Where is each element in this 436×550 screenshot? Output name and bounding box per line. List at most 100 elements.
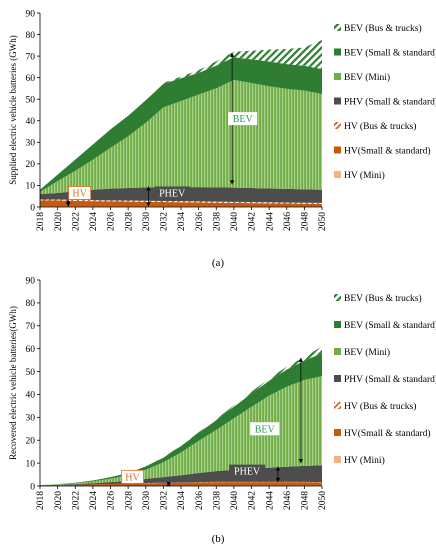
x-tick-label: 2034 [177,212,187,231]
legend-label-phv-small-standard: PHV (Small & standard) [344,97,436,108]
x-tick-label: 2032 [160,491,170,510]
x-tick-label: 2026 [107,212,117,231]
legend-label-bev-mini: BEV (Mini) [344,347,390,358]
x-tick-label: 2020 [54,491,64,510]
callout-label-bev: BEV [233,114,254,125]
x-tick-label: 2036 [195,491,205,510]
arrow-head-down [166,482,171,486]
x-tick-label: 2040 [230,491,240,510]
y-axis-title: Recovered electric vehicle batteries(GWh… [8,306,18,460]
y-axis-title: Supplied electric vehicle batteries (GWh… [8,35,18,184]
x-tick-label: 2036 [195,212,205,231]
y-tick-label: 70 [26,322,36,332]
y-tick-label: 40 [26,117,36,127]
legend-swatch-phv-small-standard [334,97,341,105]
legend-swatch-bev-bus-trucks [334,294,341,301]
y-tick-label: 60 [26,345,36,355]
x-tick-label: 2042 [248,491,258,510]
arrow-head-down [275,477,281,482]
legend-swatch-bev-small-standard [334,48,341,56]
x-tick-label: 2048 [301,491,311,510]
x-tick-label: 2046 [283,212,293,231]
y-tick-label: 20 [26,160,36,170]
callout-box-bev [250,422,280,436]
legend-swatch-bev-bus-trucks [334,24,341,31]
legend-label-hv-mini: HV (Mini) [344,455,385,466]
area-bev-mini [40,376,322,486]
x-tick-label: 2018 [36,491,46,510]
y-tick-label: 50 [26,368,36,378]
x-tick-label: 2048 [301,212,311,231]
x-tick-label: 2044 [265,212,275,231]
callout-box-phev [229,464,266,478]
legend-swatch-hv-small-standard [334,429,341,436]
arrow-head-down [146,202,151,207]
legend-swatch-hv-mini [334,171,341,178]
y-tick-label: 90 [26,9,36,19]
y-tick-label: 10 [26,182,36,192]
legend-label-hv-small-standard: HV(Small & standard) [344,146,431,157]
area-bev-small-standard [40,57,322,192]
x-tick-label: 2030 [142,212,152,231]
legend-swatch-phv-small-standard [334,375,341,382]
x-tick-label: 2018 [36,212,46,231]
x-tick-label: 2034 [177,491,187,510]
x-tick-label: 2022 [71,212,81,231]
arrow-head-up [146,186,151,191]
x-tick-label: 2042 [248,212,258,231]
x-tick-label: 2038 [212,491,222,510]
caption-a: (a) [212,257,225,269]
legend-label-bev-small-standard: BEV (Small & standard) [344,320,436,331]
x-tick-label: 2050 [318,212,328,231]
arrow-head-up [298,357,304,362]
x-tick-label: 2028 [124,212,134,231]
y-tick-label: 60 [26,74,36,84]
y-tick-label: 50 [26,96,36,106]
legend-swatch-hv-mini [334,456,341,463]
legend-label-bev-mini: BEV (Mini) [344,72,390,83]
legend-swatch-hv-small-standard [334,146,341,154]
area-bev-mini [40,79,322,195]
legend-label-bev-small-standard: BEV (Small & standard) [344,48,436,59]
x-tick-label: 2040 [230,212,240,231]
x-tick-label: 2024 [89,491,99,510]
legend-label-bev-bus-trucks: BEV (Bus & trucks) [344,293,422,304]
legend-swatch-bev-mini [334,73,341,80]
arrow-head-down [298,459,304,464]
callout-label-phev: PHEV [234,467,261,478]
y-tick-label: 80 [26,31,36,41]
y-tick-label: 70 [26,52,36,62]
arrow-head-up [275,466,281,471]
x-tick-label: 2022 [71,491,81,510]
x-tick-label: 2024 [89,212,99,231]
area-hv-small-standard [40,200,322,207]
legend-label-hv-mini: HV (Mini) [344,170,385,181]
y-tick-label: 0 [30,203,35,213]
caption-b: (b) [212,533,225,545]
legend-swatch-bev-small-standard [334,321,341,328]
y-tick-label: 90 [26,276,36,286]
x-tick-label: 2028 [124,491,134,510]
y-tick-label: 20 [26,437,36,447]
callout-box-hv [68,186,92,200]
legend-swatch-hv-bus-trucks [334,122,341,129]
callout-box-bev [228,112,258,126]
legend-label-bev-bus-trucks: BEV (Bus & trucks) [344,23,422,34]
x-tick-label: 2044 [265,491,275,510]
callout-label-phev: PHEV [159,189,186,200]
x-tick-label: 2030 [142,491,152,510]
arrow-head-down [229,180,235,185]
callout-label-hv: HV [125,472,140,483]
legend-label-hv-small-standard: HV(Small & standard) [344,428,431,439]
area-bev-bus-trucks [40,39,322,190]
y-tick-label: 40 [26,391,36,401]
legend-swatch-bev-mini [334,348,341,355]
y-tick-label: 0 [30,482,35,492]
arrow-head-down [66,202,71,207]
arrow-head-up [229,52,235,57]
y-tick-label: 30 [26,139,36,149]
y-tick-label: 30 [26,414,36,424]
